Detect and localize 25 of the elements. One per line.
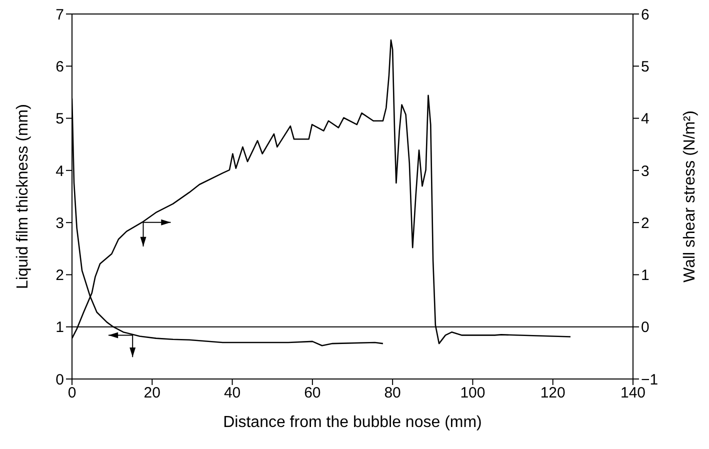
y2-tick-label: 2 xyxy=(641,214,650,232)
x-tick-label: 80 xyxy=(384,384,401,402)
y-tick-label: 5 xyxy=(56,110,64,128)
x-axis-title: Distance from the bubble nose (mm) xyxy=(223,414,482,431)
y-tick-label: 0 xyxy=(56,371,64,388)
x-tick-label: 60 xyxy=(304,384,321,402)
y2-tick-label: 0 xyxy=(641,319,650,336)
x-tick-label: 0 xyxy=(68,384,76,402)
y-tick-label: 1 xyxy=(56,319,64,336)
y-axis-title: Liquid film thickness (mm) xyxy=(14,104,32,289)
y-tick-label: 3 xyxy=(56,214,64,232)
y2-tick-label: 3 xyxy=(641,162,650,180)
y2-tick-label: 1 xyxy=(641,267,650,284)
y2-tick-label: 4 xyxy=(641,110,650,128)
y2-tick-label: 5 xyxy=(641,58,650,76)
y-tick-label: 4 xyxy=(56,162,64,180)
y2-tick-label: 6 xyxy=(641,6,650,24)
y-tick-label: 7 xyxy=(56,6,64,24)
x-tick-label: 120 xyxy=(540,384,566,402)
x-tick-label: 100 xyxy=(460,384,486,402)
y-tick-label: 6 xyxy=(56,58,64,76)
y-tick-label: 2 xyxy=(56,267,64,284)
x-tick-label: 20 xyxy=(144,384,160,402)
y2-axis-title: Wall shear stress (N/m²) xyxy=(682,110,699,282)
x-tick-label: 40 xyxy=(224,384,241,402)
